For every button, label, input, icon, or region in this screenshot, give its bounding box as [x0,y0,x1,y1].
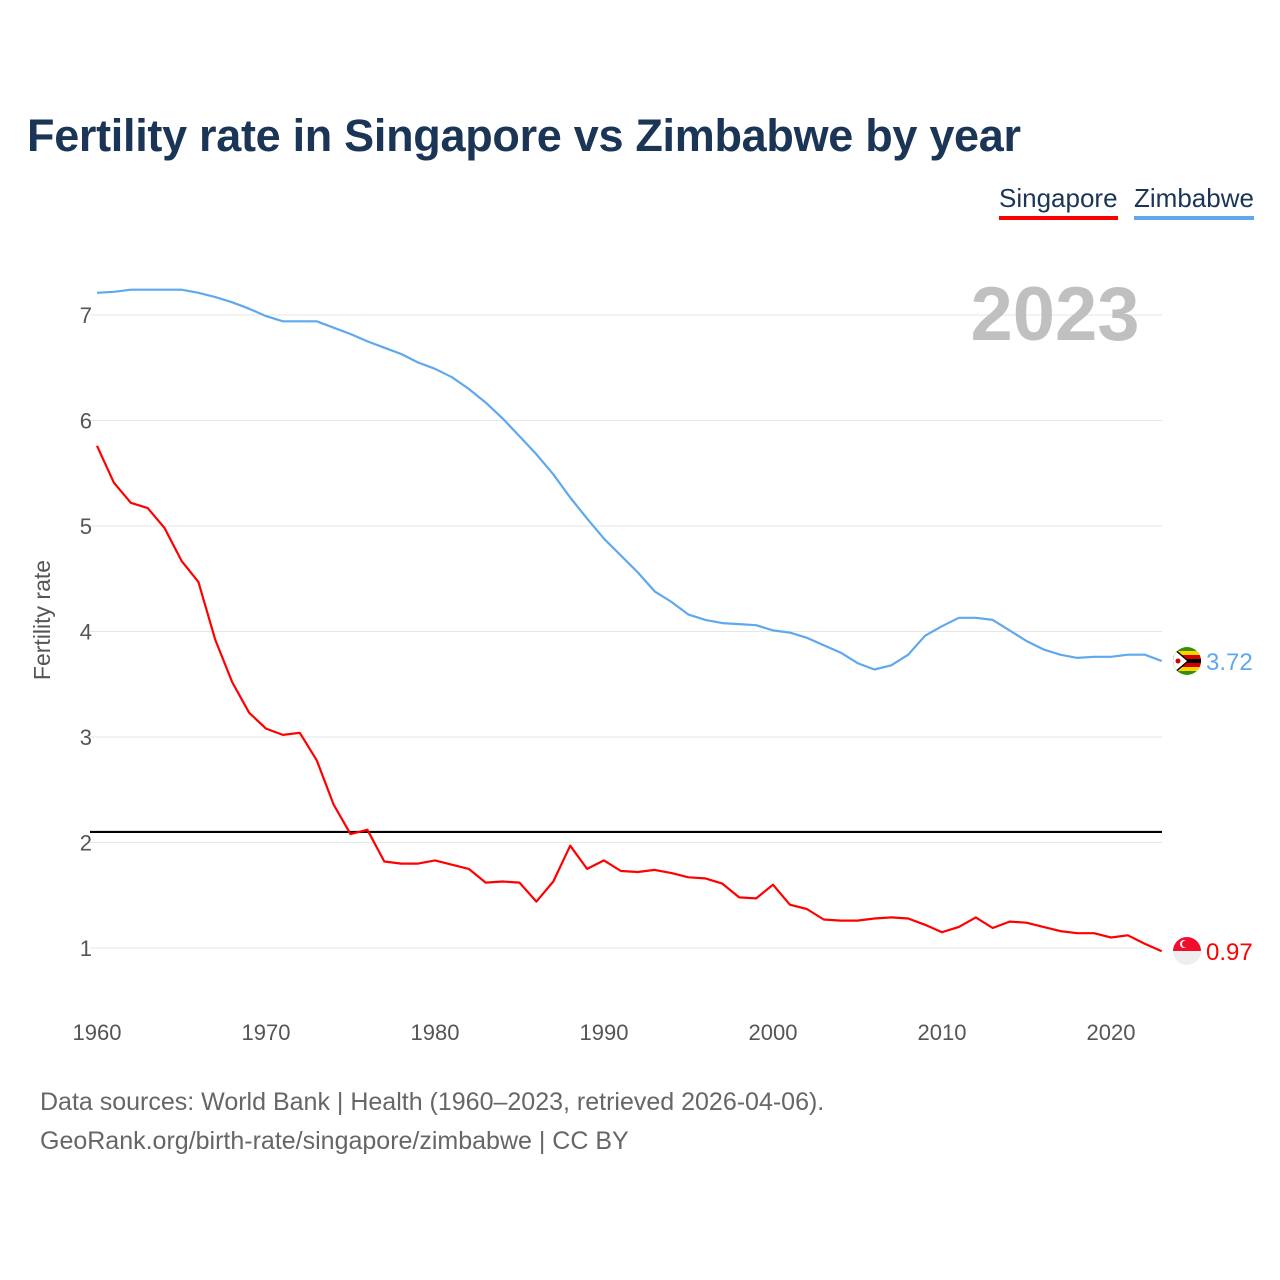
attribution-text: GeoRank.org/birth-rate/singapore/zimbabw… [40,1127,629,1155]
end-value-label-zimbabwe: 3.72 [1206,649,1253,676]
y-tick-label: 4 [80,620,92,645]
x-tick-label: 1990 [580,1020,629,1045]
x-tick-label: 2000 [749,1020,798,1045]
legend-item-singapore[interactable]: Singapore [999,183,1118,220]
y-tick-label: 7 [80,303,92,328]
y-tick-label: 3 [80,725,92,750]
y-axis-label: Fertility rate [29,560,55,680]
x-tick-label: 1960 [73,1020,122,1045]
x-tick-label: 2020 [1087,1020,1136,1045]
y-tick-label: 2 [80,831,92,856]
x-tick-label: 1970 [242,1020,291,1045]
y-tick-label: 1 [80,936,92,961]
end-value-label-singapore: 0.97 [1206,939,1253,966]
series-line-zimbabwe [96,288,1163,671]
x-tick-label: 1980 [411,1020,460,1045]
data-source-text: Data sources: World Bank | Health (1960–… [40,1088,825,1116]
singapore-flag-icon [1173,937,1201,965]
y-tick-label: 5 [80,514,92,539]
year-label: 2023 [970,272,1139,357]
chart-title: Fertility rate in Singapore vs Zimbabwe … [27,110,1021,161]
y-tick-label: 6 [80,409,92,434]
zimbabwe-flag-icon [1173,647,1201,675]
series-line-singapore [95,445,1163,953]
legend-item-zimbabwe[interactable]: Zimbabwe [1134,183,1254,220]
x-tick-label: 2010 [918,1020,967,1045]
